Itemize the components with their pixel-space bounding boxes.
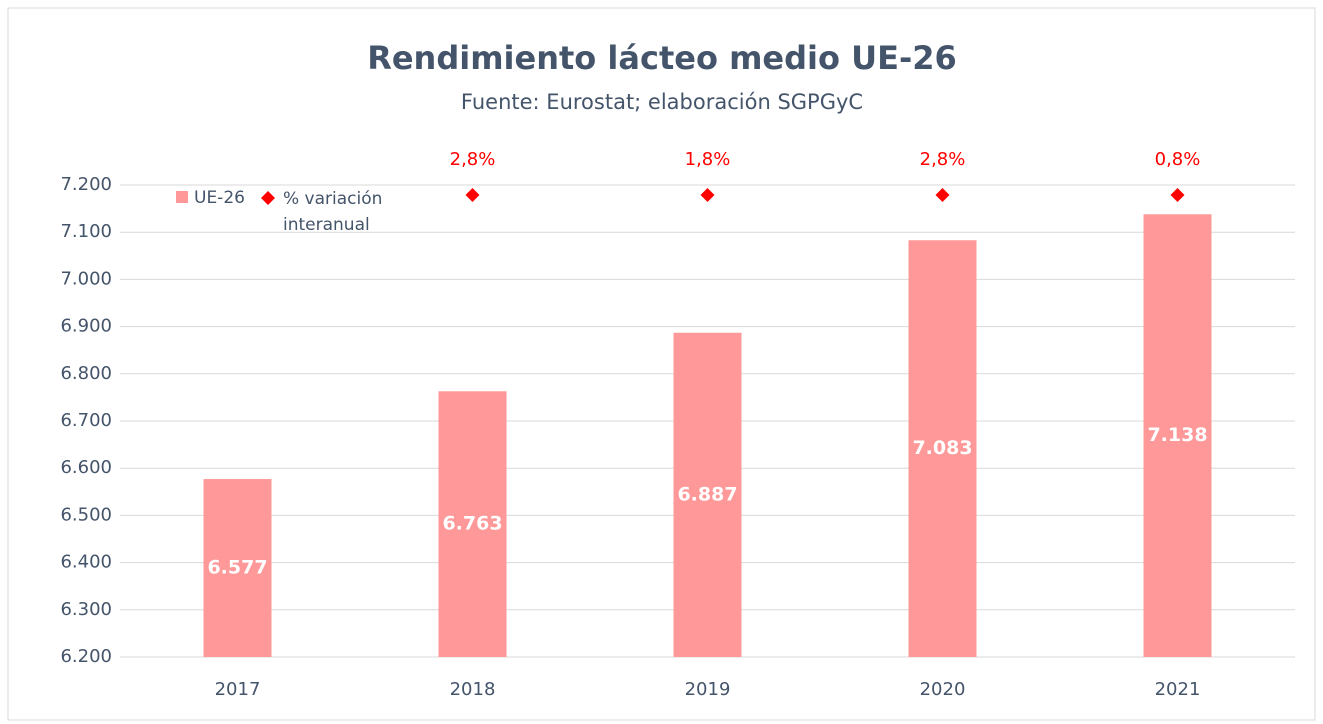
marker	[700, 188, 715, 202]
data-label: 1,8%	[685, 149, 731, 170]
bar	[673, 332, 742, 657]
bar	[203, 479, 272, 657]
y-tick-label: 6.900	[60, 316, 112, 337]
bar	[908, 240, 977, 657]
y-tick-label: 6.800	[60, 363, 112, 384]
bar	[438, 391, 507, 657]
y-tick-label: 6.400	[60, 552, 112, 573]
data-label: 7.083	[912, 437, 972, 459]
legend-label: % variación interanual	[283, 189, 383, 235]
y-tick-label: 7.100	[60, 221, 112, 242]
chart-title: Rendimiento lácteo medio UE-26	[367, 39, 957, 77]
data-label: 7.138	[1147, 424, 1207, 446]
data-label: 6.763	[442, 513, 502, 535]
marker	[935, 188, 950, 202]
bar	[1143, 214, 1212, 657]
x-tick-label: 2021	[1155, 679, 1201, 700]
marker	[465, 188, 480, 202]
legend-label: UE-26	[194, 188, 245, 208]
y-tick-label: 7.200	[60, 174, 112, 195]
data-label: 6.577	[207, 557, 267, 579]
x-tick-label: 2017	[215, 679, 261, 700]
marker	[1170, 188, 1185, 202]
data-label: 0,8%	[1155, 149, 1201, 170]
y-tick-label: 6.200	[60, 646, 112, 667]
y-tick-label: 7.000	[60, 268, 112, 289]
data-label: 2,8%	[920, 149, 966, 170]
x-tick-label: 2019	[685, 679, 731, 700]
legend-swatch	[261, 191, 275, 205]
chart-subtitle: Fuente: Eurostat; elaboración SGPGyC	[461, 90, 863, 114]
y-tick-label: 6.600	[60, 457, 112, 478]
x-tick-label: 2020	[920, 679, 966, 700]
data-label: 6.887	[677, 483, 737, 505]
legend-swatch	[176, 191, 188, 203]
y-tick-label: 6.500	[60, 504, 112, 525]
x-tick-label: 2018	[450, 679, 496, 700]
y-tick-label: 6.700	[60, 410, 112, 431]
y-tick-label: 6.300	[60, 599, 112, 620]
data-label: 2,8%	[450, 149, 496, 170]
